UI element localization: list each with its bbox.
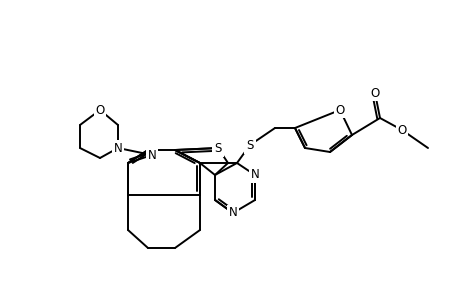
Text: O: O xyxy=(95,103,104,116)
Text: O: O xyxy=(369,86,379,100)
Text: O: O xyxy=(397,124,406,136)
Text: N: N xyxy=(250,169,259,182)
Text: O: O xyxy=(335,103,344,116)
Text: S: S xyxy=(214,142,221,154)
Text: N: N xyxy=(228,206,237,220)
Text: S: S xyxy=(246,139,253,152)
Text: N: N xyxy=(113,142,122,154)
Text: N: N xyxy=(147,148,156,161)
